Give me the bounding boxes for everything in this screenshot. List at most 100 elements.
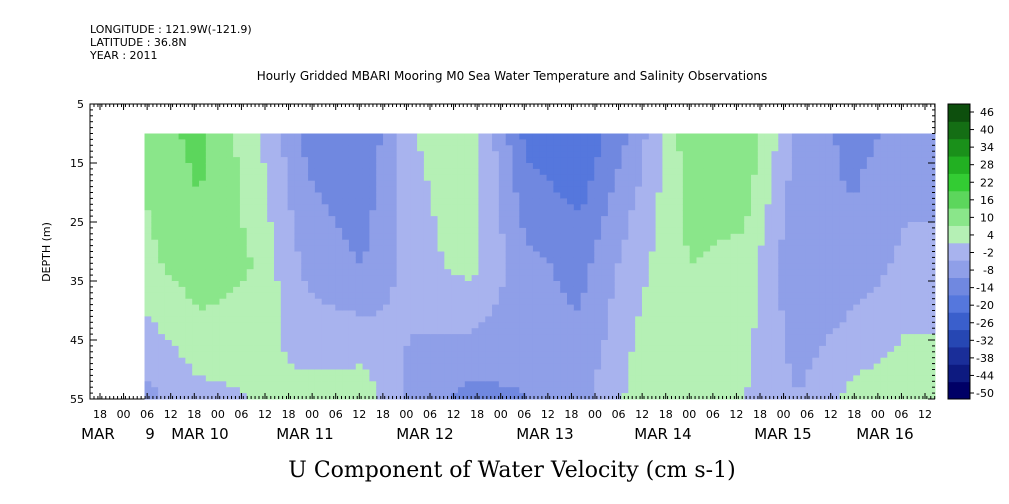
heatmap-cell [730,216,738,223]
heatmap-cell [607,387,616,394]
heatmap-cell [587,222,595,229]
heatmap-cell [171,269,180,276]
heatmap-cell [164,198,173,205]
heatmap-cell [158,222,166,229]
heatmap-cell [369,245,377,252]
heatmap-cell [239,304,248,311]
heatmap-cell [751,357,759,365]
heatmap-cell [764,204,772,211]
heatmap-cell [171,210,180,217]
heatmap-cell [144,351,152,359]
heatmap-cell [287,387,295,394]
heatmap-cell [267,357,275,365]
heatmap-cell [764,210,772,217]
heatmap-cell [641,393,650,400]
heatmap-cell [648,210,657,217]
heatmap-cell [294,375,302,382]
heatmap-cell [853,328,861,335]
heatmap-cell [723,180,732,188]
heatmap-cell [171,357,180,365]
heatmap-cell [471,163,479,170]
heatmap-cell [751,334,759,341]
heatmap-cell [669,245,677,252]
heatmap-cell [321,381,329,388]
heatmap-cell [744,139,752,146]
heatmap-cell [866,263,875,270]
heatmap-cell [389,204,398,211]
heatmap-cell [573,316,582,323]
heatmap-cell [798,281,807,288]
heatmap-cell [417,381,425,388]
heatmap-cell [342,381,350,388]
heatmap-cell [737,369,745,376]
heatmap-cell [239,227,248,235]
heatmap-cell [798,393,807,400]
heatmap-cell [628,145,636,152]
heatmap-cell [723,269,732,276]
heatmap-cell [376,151,384,158]
heatmap-cell [437,139,445,146]
heatmap-cell [485,139,493,146]
heatmap-cell [348,275,357,282]
heatmap-cell [662,357,670,365]
heatmap-cell [853,369,861,376]
heatmap-cell [192,381,200,388]
heatmap-cell [573,363,582,370]
heatmap-cell [505,204,513,211]
heatmap-cell [158,233,166,241]
heatmap-cell [587,192,595,199]
heatmap-cell [451,139,459,146]
heatmap-cell [846,345,854,353]
heatmap-cell [294,192,302,199]
heatmap-cell [553,210,561,217]
heatmap-cell [498,245,507,252]
heatmap-cell [457,281,466,288]
heatmap-cell [737,304,745,311]
heatmap-cell [737,157,745,164]
heatmap-cell [369,198,377,205]
heatmap-cell [485,192,493,199]
heatmap-cell [199,292,207,300]
heatmap-cell [396,292,404,300]
heatmap-cell [451,393,459,400]
heatmap-cell [553,157,561,164]
heatmap-cell [635,180,643,188]
heatmap-cell [614,257,623,264]
heatmap-cell [832,322,841,329]
heatmap-cell [430,168,439,176]
heatmap-cell [825,263,834,270]
heatmap-cell [621,245,629,252]
heatmap-cell [764,133,772,140]
heatmap-cell [478,192,486,199]
heatmap-cell [825,345,834,353]
heatmap-cell [417,180,425,188]
heatmap-cell [839,227,847,235]
heatmap-cell [757,351,766,359]
heatmap-cell [144,239,152,247]
heatmap-cell [437,269,445,276]
heatmap-cell [553,286,561,294]
heatmap-cell [239,328,248,335]
heatmap-cell [553,281,561,288]
heatmap-cell [335,151,343,158]
heatmap-cell [233,298,241,306]
heatmap-cell [778,168,786,176]
heatmap-cell [662,251,670,258]
heatmap-cell [648,298,657,306]
heatmap-cell [253,381,261,388]
heatmap-cell [205,351,214,359]
heatmap-cell [730,168,738,176]
heatmap-cell [342,322,350,329]
heatmap-cell [696,257,704,264]
heatmap-cell [294,151,302,158]
heatmap-cell [560,204,568,211]
heatmap-cell [192,340,200,347]
heatmap-cell [560,192,568,199]
heatmap-cell [860,210,868,217]
heatmap-cell [164,340,173,347]
heatmap-cell [478,168,486,176]
heatmap-cell [464,363,473,370]
heatmap-cell [641,357,650,365]
heatmap-cell [178,351,186,359]
heatmap-cell [280,210,289,217]
